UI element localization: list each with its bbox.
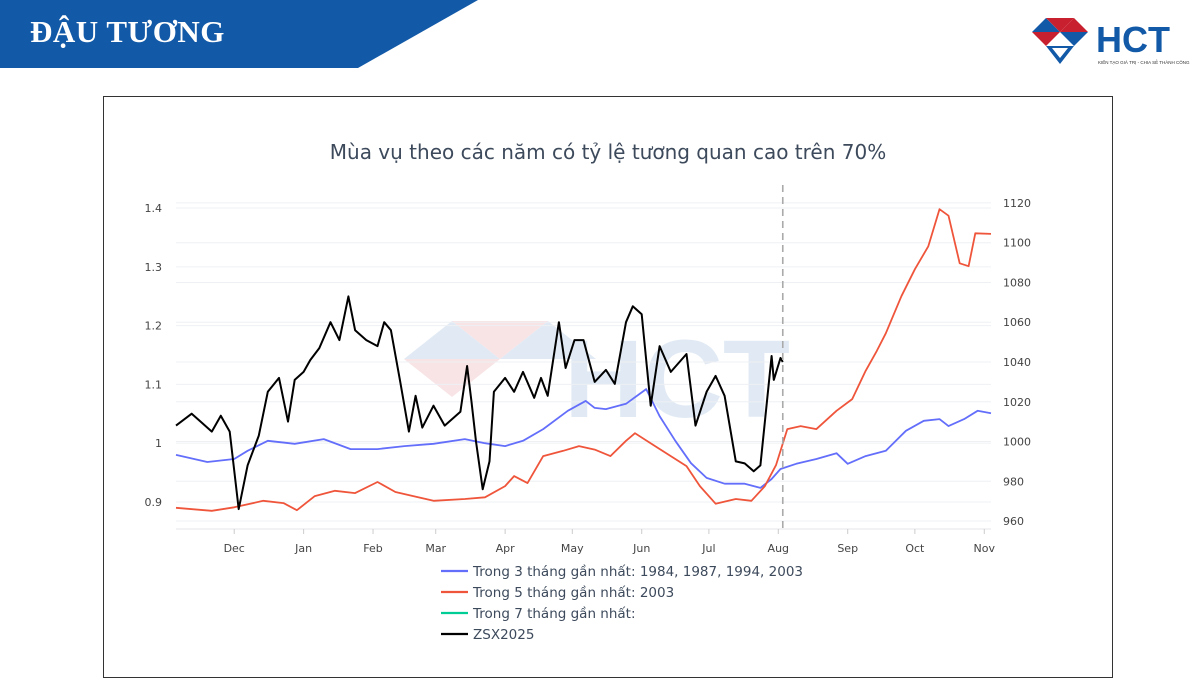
svg-text:HCT: HCT bbox=[564, 318, 790, 441]
x-tick-label: Sep bbox=[837, 542, 858, 555]
series-line-1 bbox=[175, 208, 992, 512]
y-right-tick-label: 1020 bbox=[1003, 396, 1031, 409]
y-right-tick-label: 980 bbox=[1003, 475, 1024, 488]
y-right-tick-label: 1040 bbox=[1003, 356, 1031, 369]
x-tick-label: Jul bbox=[701, 542, 715, 555]
series-line-3 bbox=[175, 295, 784, 511]
y-left-tick-label: 1 bbox=[155, 437, 162, 450]
x-tick-label: Jan bbox=[294, 542, 312, 555]
legend-item[interactable]: ZSX2025 bbox=[441, 627, 534, 643]
logo-tagline: KIẾN TẠO GIÁ TRỊ - CHIA SẺ THÀNH CÔNG bbox=[1098, 59, 1190, 65]
seasonal-chart: HCT 0.9 1 1.1 1.2 1.3 1.4 960 980 1000 1020 1040 10… bbox=[145, 140, 1032, 643]
x-tick-label: Aug bbox=[768, 542, 789, 555]
y-left-tick-label: 1.1 bbox=[145, 378, 163, 391]
legend-label: ZSX2025 bbox=[473, 627, 534, 643]
legend-item[interactable]: Trong 5 tháng gần nhất: 2003 bbox=[441, 585, 674, 601]
legend-label: Trong 5 tháng gần nhất: 2003 bbox=[472, 585, 674, 601]
y-left-tick-label: 0.9 bbox=[145, 496, 163, 509]
hct-logo: HCT KIẾN TẠO GIÁ TRỊ - CHIA SẺ THÀNH CÔN… bbox=[1032, 18, 1190, 65]
x-tick-label: May bbox=[561, 542, 584, 555]
x-tick-label: Apr bbox=[496, 542, 516, 555]
logo-text: HCT bbox=[1096, 19, 1170, 60]
chart-title: Mùa vụ theo các năm có tỷ lệ tương quan … bbox=[330, 140, 886, 164]
watermark-logo: HCT bbox=[404, 318, 790, 441]
legend-item[interactable]: Trong 7 tháng gần nhất: bbox=[441, 606, 636, 622]
page-title: ĐẬU TƯƠNG bbox=[30, 14, 225, 49]
y-left-tick-label: 1.3 bbox=[145, 261, 163, 274]
header-banner bbox=[0, 0, 478, 68]
y-left-tick-label: 1.4 bbox=[145, 202, 163, 215]
y-right-tick-label: 1060 bbox=[1003, 316, 1031, 329]
legend[interactable]: Trong 3 tháng gần nhất: 1984, 1987, 1994… bbox=[441, 564, 803, 643]
x-tick-label: Oct bbox=[905, 542, 925, 555]
y-right-tick-label: 960 bbox=[1003, 515, 1024, 528]
legend-label: Trong 3 tháng gần nhất: 1984, 1987, 1994… bbox=[472, 564, 803, 580]
y-right-tick-label: 1100 bbox=[1003, 237, 1031, 250]
diamond-icon bbox=[1032, 18, 1088, 64]
x-tick-label: Mar bbox=[425, 542, 446, 555]
y-right-tick-label: 1120 bbox=[1003, 197, 1031, 210]
x-tick-label: Jun bbox=[632, 542, 650, 555]
legend-label: Trong 7 tháng gần nhất: bbox=[472, 606, 636, 622]
chart-container: HCT 0.9 1 1.1 1.2 1.3 1.4 960 980 1000 1020 1040 10… bbox=[103, 96, 1113, 678]
legend-item[interactable]: Trong 3 tháng gần nhất: 1984, 1987, 1994… bbox=[441, 564, 803, 580]
y-left-tick-label: 1.2 bbox=[145, 320, 163, 333]
y-right-tick-label: 1000 bbox=[1003, 436, 1031, 449]
series-line-0 bbox=[175, 388, 992, 489]
x-tick-label: Nov bbox=[974, 542, 996, 555]
x-tick-label: Dec bbox=[224, 542, 245, 555]
y-right-tick-label: 1080 bbox=[1003, 276, 1031, 289]
x-tick-label: Feb bbox=[363, 542, 382, 555]
